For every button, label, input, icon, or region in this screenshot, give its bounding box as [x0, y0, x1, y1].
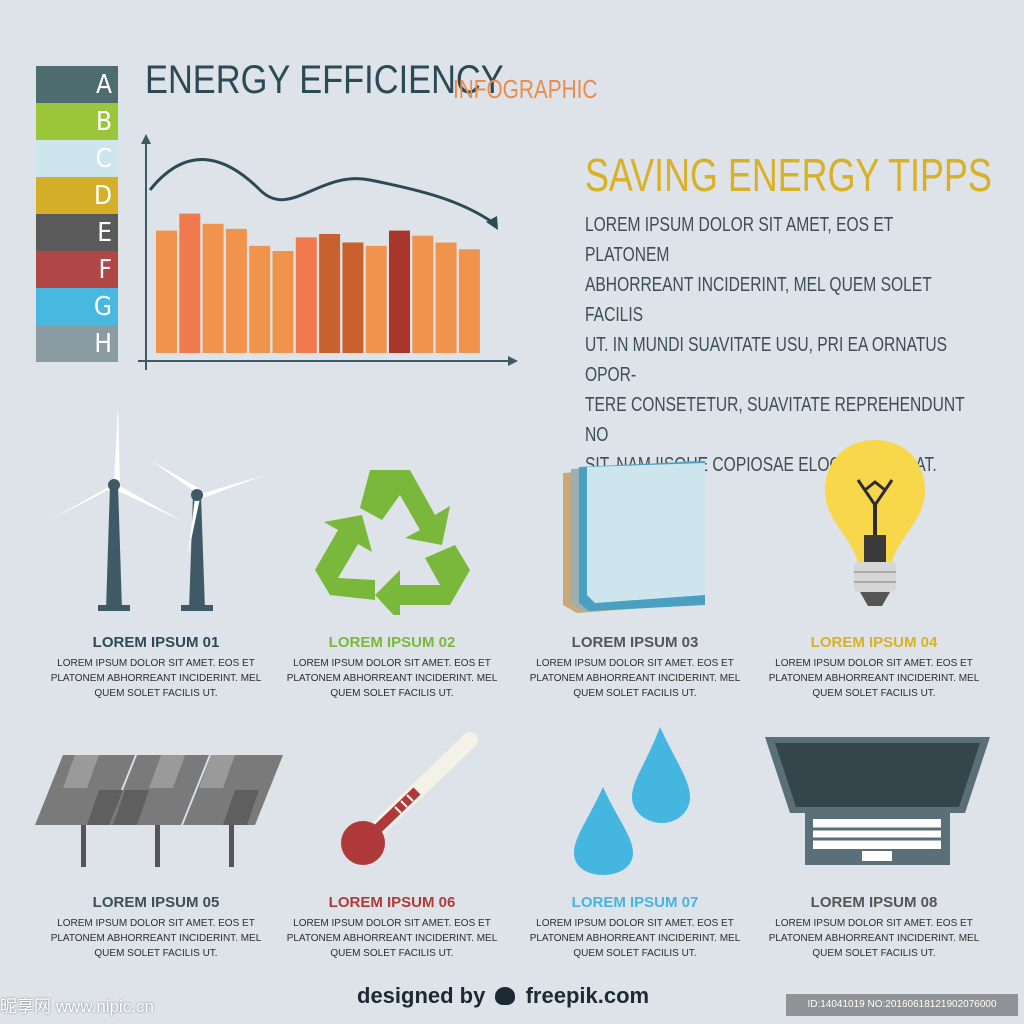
item-title-04: LOREM IPSUM 04: [810, 634, 938, 651]
credit-text: designed by: [357, 983, 486, 1008]
freepik-credit: designed by freepik.com: [357, 983, 649, 1009]
tips-line: LOREM IPSUM DOLOR SIT AMET, EOS ET PLATO…: [585, 214, 894, 266]
recycle-icon: [315, 470, 470, 615]
freepik-logo-icon: [495, 987, 516, 1005]
chart-bar: [202, 223, 224, 353]
rating-band-b: B: [36, 103, 118, 140]
x-axis-arrow: [508, 356, 518, 366]
chart-bar: [365, 245, 387, 353]
rating-band-e: E: [36, 214, 118, 251]
rating-band-g: G: [36, 288, 118, 325]
chart-bar: [225, 228, 247, 353]
item-title-05: LOREM IPSUM 05: [92, 894, 220, 911]
item-title-07: LOREM IPSUM 07: [571, 894, 699, 911]
item-title-06: LOREM IPSUM 06: [328, 894, 456, 911]
thermometer-icon: [341, 732, 478, 865]
item-title-08: LOREM IPSUM 08: [810, 894, 938, 911]
tips-body: LOREM IPSUM DOLOR SIT AMET, EOS ET PLATO…: [585, 210, 975, 480]
chart-bar: [389, 230, 410, 353]
item-body-04: LOREM IPSUM DOLOR SIT AMET. EOS ET PLATON…: [768, 658, 980, 699]
chart-bar: [458, 249, 480, 353]
tips-line: UT. IN MUNDI SUAVITATE USU, PRI EA ORNAT…: [585, 334, 948, 386]
energy-bar-chart: [138, 134, 518, 370]
rating-band-a: A: [36, 66, 118, 103]
y-axis-arrow: [141, 134, 151, 144]
item-title-02: LOREM IPSUM 02: [328, 634, 456, 651]
item-title-01: LOREM IPSUM 01: [92, 634, 220, 651]
chart-bar: [156, 230, 177, 353]
tips-title: SAVING ENERGY TIPPS: [585, 149, 992, 201]
rating-band-f: F: [36, 251, 118, 288]
rating-band-c: C: [36, 140, 118, 177]
brand-text: freepik.com: [525, 983, 650, 1008]
tips-line: ABHORREANT INCIDERINT, MEL QUEM SOLET FA…: [585, 274, 932, 326]
page-subtitle: INFOGRAPHIC: [453, 74, 598, 104]
laptop-icon: [765, 737, 990, 865]
chart-bar: [295, 237, 317, 353]
item-body-07: LOREM IPSUM DOLOR SIT AMET. EOS ET PLATON…: [529, 918, 741, 959]
item-body-03: LOREM IPSUM DOLOR SIT AMET. EOS ET PLATON…: [529, 658, 741, 699]
water-drops-icon: [574, 727, 690, 875]
trend-arrow: [486, 216, 498, 230]
chart-bar: [412, 235, 434, 353]
wind-turbine-icon: [50, 405, 265, 611]
chart-bar: [342, 242, 364, 353]
insulation-panel-icon: [563, 461, 705, 613]
item-body-05: LOREM IPSUM DOLOR SIT AMET. EOS ET PLATON…: [50, 918, 262, 959]
item-title-03: LOREM IPSUM 03: [571, 634, 699, 651]
chart-bar: [319, 234, 341, 353]
item-body-06: LOREM IPSUM DOLOR SIT AMET. EOS ET PLATON…: [286, 918, 498, 959]
light-bulb-icon: [825, 440, 925, 606]
chart-bar: [249, 245, 271, 353]
tips-line: TERE CONSETETUR, SUAVITATE REPREHENDUNT …: [585, 394, 965, 446]
item-body-08: LOREM IPSUM DOLOR SIT AMET. EOS ET PLATON…: [768, 918, 980, 959]
chart-bar: [435, 242, 457, 353]
watermark-id: ID:14041019 NO:20160618121902076000: [786, 994, 1018, 1016]
chart-bar: [272, 251, 294, 353]
rating-band-h: H: [36, 325, 118, 362]
page-title: ENERGY EFFICIENCY: [145, 58, 504, 102]
solar-panel-icon: [35, 755, 283, 867]
rating-band-d: D: [36, 177, 118, 214]
watermark-left: 昵享网 www.nipic.cn: [0, 997, 154, 1016]
trend-line: [148, 158, 493, 224]
item-body-01: LOREM IPSUM DOLOR SIT AMET. EOS ET PLATON…: [50, 658, 262, 699]
item-body-02: LOREM IPSUM DOLOR SIT AMET. EOS ET PLATON…: [286, 658, 498, 699]
chart-bar: [179, 213, 201, 353]
